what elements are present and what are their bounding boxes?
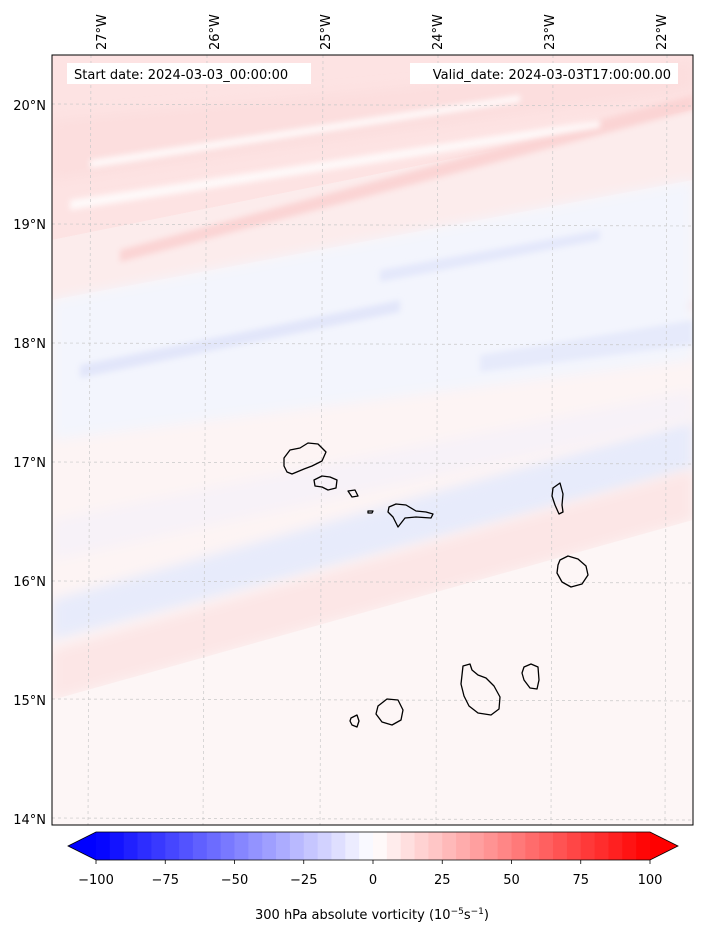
island-maio	[521, 663, 540, 690]
island-santo-antao	[283, 442, 327, 475]
colorbar-min-extend-arrow	[68, 832, 96, 860]
lat-label-19n: 19°N	[13, 218, 46, 233]
colorbar-cell	[262, 832, 277, 860]
colorbar-tick-label: 100	[638, 873, 663, 888]
colorbar-label: 300 hPa absolute vorticity (10−5s−1)	[255, 907, 489, 923]
lon-label-22w: 22°W	[655, 14, 670, 50]
colorbar-cell	[276, 832, 291, 860]
lat-label-16n: 16°N	[13, 575, 46, 590]
colorbar-cell	[566, 832, 582, 860]
colorbar-cell	[608, 832, 623, 860]
colorbar-cell	[206, 832, 222, 860]
colorbar-cell	[96, 832, 111, 860]
colorbar-tick-label: −100	[78, 873, 114, 888]
colorbar-cell	[165, 832, 180, 860]
colorbar-cell	[123, 832, 139, 860]
colorbar-cell	[220, 832, 236, 860]
valid-date-label: Valid_date: 2024-03-03T17:00:00.00	[433, 68, 671, 83]
colorbar-cells	[96, 832, 651, 860]
island-fogo	[375, 698, 404, 726]
colorbar-cell	[442, 832, 457, 860]
island-santiago	[460, 663, 501, 716]
lat-label-15n: 15°N	[13, 694, 46, 709]
colorbar-cell	[525, 832, 540, 860]
lat-label-18n: 18°N	[13, 337, 46, 352]
cape-verde-islands	[283, 442, 589, 728]
start-date-box	[67, 63, 311, 84]
colorbar-cell	[497, 832, 513, 860]
lat-label-20n: 20°N	[13, 99, 46, 114]
colorbar-cell	[539, 832, 554, 860]
lat-label-14n: 14°N	[13, 813, 46, 828]
lon-label-25w: 25°W	[319, 14, 334, 50]
colorbar-cell	[137, 832, 152, 860]
island-santa-luzia	[347, 489, 359, 498]
lon-label-24w: 24°W	[431, 14, 446, 50]
colorbar-cell	[359, 832, 374, 860]
colorbar-cell	[192, 832, 208, 860]
lat-label-17n: 17°N	[13, 456, 46, 471]
valid-date-box	[410, 63, 678, 84]
colorbar-cell	[303, 832, 319, 860]
island-sal	[551, 482, 564, 515]
colorbar-cell	[580, 832, 596, 860]
colorbar-cell	[483, 832, 499, 860]
island-brava	[349, 714, 360, 728]
colorbar-cell	[400, 832, 416, 860]
colorbar-tick-label: −75	[152, 873, 179, 888]
colorbar-tick-label: 50	[503, 873, 520, 888]
start-date-label: Start date: 2024-03-03_00:00:00	[74, 68, 288, 83]
lon-label-23w: 23°W	[543, 14, 558, 50]
vorticity-field	[52, 55, 693, 825]
colorbar-cell	[234, 832, 249, 860]
latitude-labels: 20°N 19°N 18°N 17°N 16°N 15°N 14°N	[13, 99, 46, 828]
colorbar-cell	[553, 832, 568, 860]
colorbar-cell	[373, 832, 388, 860]
colorbar-cell	[386, 832, 402, 860]
lon-label-27w: 27°W	[95, 14, 110, 50]
colorbar-tick-label: −50	[221, 873, 248, 888]
colorbar-cell	[248, 832, 263, 860]
longitude-labels: 27°W 26°W 25°W 24°W 23°W 22°W	[95, 14, 670, 50]
colorbar-cell	[594, 832, 610, 860]
graticule	[52, 55, 693, 825]
island-sao-vicente	[313, 475, 338, 491]
colorbar-tick-label: 75	[572, 873, 589, 888]
lon-label-26w: 26°W	[208, 14, 223, 50]
colorbar-tick-label: 0	[369, 873, 377, 888]
colorbar-cell	[179, 832, 194, 860]
colorbar-cell	[636, 832, 651, 860]
colorbar-tick-label: −25	[290, 873, 317, 888]
colorbar-cell	[109, 832, 125, 860]
colorbar-cell	[331, 832, 346, 860]
colorbar-cell	[428, 832, 443, 860]
colorbar-ticks: −100 −75 −50 −25 0 25 50 75 100	[78, 860, 662, 888]
colorbar-cell	[469, 832, 485, 860]
island-boa-vista	[556, 555, 589, 588]
colorbar-cell	[414, 832, 429, 860]
island-small-islet	[367, 510, 374, 514]
colorbar: −100 −75 −50 −25 0 25 50 75 100 300 hPa absolute…	[67, 831, 679, 923]
colorbar-cell	[511, 832, 526, 860]
island-sao-nicolau	[387, 503, 434, 528]
colorbar-cell	[345, 832, 360, 860]
colorbar-tick-label: 25	[434, 873, 451, 888]
colorbar-cell	[151, 832, 166, 860]
colorbar-max-extend-arrow	[650, 832, 678, 860]
colorbar-cell	[456, 832, 471, 860]
colorbar-cell	[317, 832, 333, 860]
colorbar-cell	[622, 832, 637, 860]
map-frame	[51, 54, 694, 826]
colorbar-cell	[289, 832, 305, 860]
